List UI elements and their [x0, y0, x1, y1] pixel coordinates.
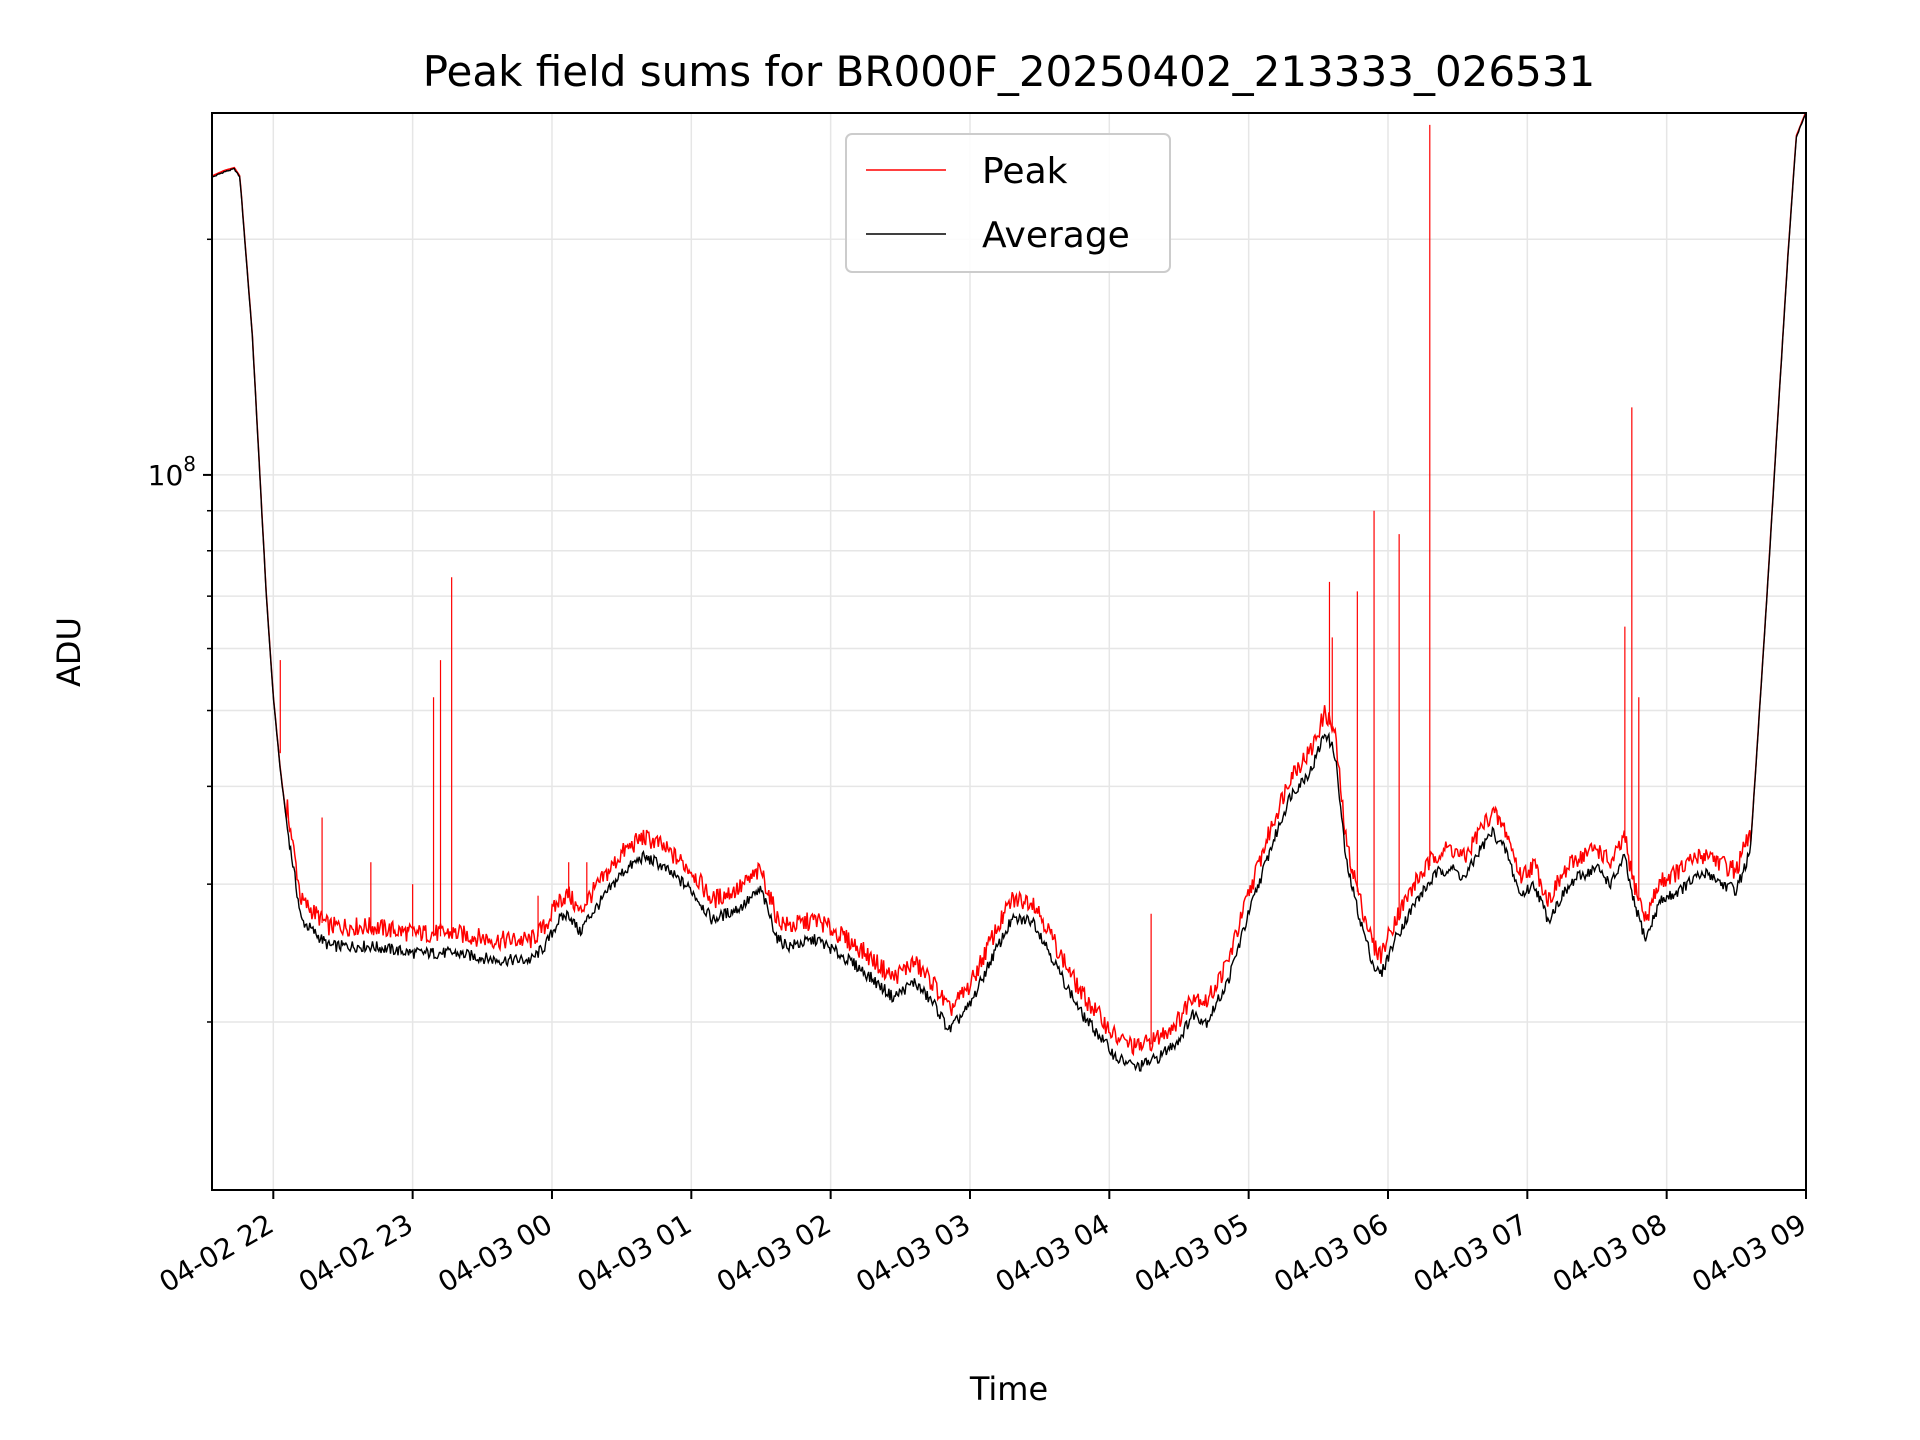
y-tick-label-base: 10 — [148, 459, 184, 492]
y-tick-label: 108 — [148, 452, 196, 492]
plot-frame — [211, 112, 1807, 1191]
legend: Peak Average — [845, 133, 1171, 273]
y-axis: 108 — [148, 238, 212, 1023]
y-axis-label: ADU — [50, 617, 88, 687]
series-line-average — [211, 112, 1807, 1072]
y-tick-label-exponent: 8 — [183, 452, 196, 476]
series-layer — [211, 112, 1807, 1072]
series-line-peak — [211, 112, 1807, 1057]
legend-average-label: Average — [982, 215, 1130, 256]
x-axis-label: Time — [969, 1370, 1048, 1408]
legend-peak-label: Peak — [982, 151, 1068, 192]
chart-title: Peak field sums for BR000F_20250402_2133… — [423, 47, 1596, 96]
legend-box — [845, 133, 1171, 273]
